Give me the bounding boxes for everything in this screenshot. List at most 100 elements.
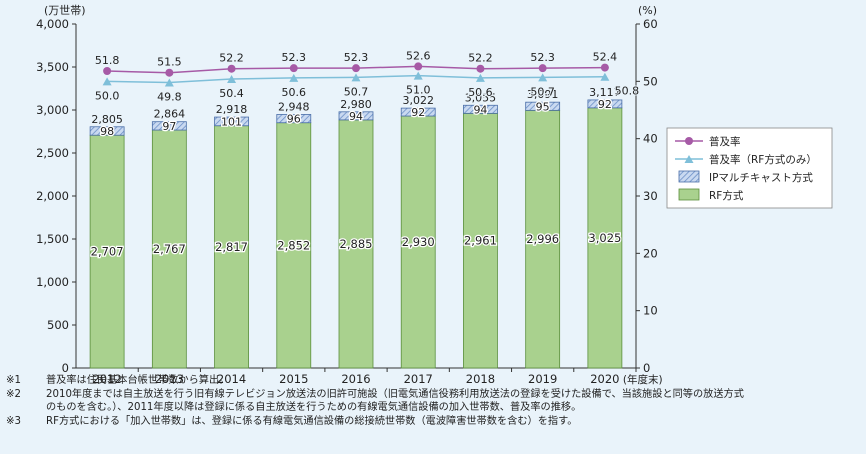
penetration-rate-label: 52.6 [406,49,431,62]
point-penetration-rate-rf [351,73,361,82]
bar-ip-multicast [89,126,125,136]
y-right-tick-label: 20 [643,246,658,260]
footnotes: ※1 普及率は住民基本台帳世帯数から算出。 ※2 2010年度までは自主放送を行う旧… [6,374,864,428]
bar-rf-method [89,134,125,369]
y-left-tick-label: 1,000 [36,275,69,289]
ip-value-label: 101 [221,115,242,128]
footnote-2-continued: のものを含む。）、2011年度以降は登録に係る自主放送を行うための有線電気通信設… [46,402,582,414]
penetration-rate-label: 52.4 [593,51,618,64]
x-tick-label: 2016 [341,372,370,386]
footnote-3: ※3 RF方式における「加入世帯数」は、登録に係る有線電気通信設備の総接続世帯数（… [6,415,578,427]
footnote-1: ※1 普及率は住民基本台帳世帯数から算出。 [6,375,230,386]
bar-rf-method [525,109,561,369]
ip-value-label: 94 [349,110,363,123]
point-penetration-rate-rf [475,73,485,82]
penetration-rate-rf-label: 50.4 [219,87,244,100]
point-penetration-rate [414,62,423,71]
rf-value-label: 2,930 [402,235,435,249]
x-tick-label: 2014 [217,372,246,386]
y-left-tick-label: 2,000 [36,189,69,203]
point-penetration-rate [227,64,236,73]
point-penetration-rate-rf [413,71,423,80]
y-left-unit: (万世帯) [44,4,86,17]
bar-ip-multicast [276,114,312,124]
point-penetration-rate [165,68,174,77]
point-penetration-rate-rf [538,73,548,82]
penetration-rate-rf-label: 50.6 [468,86,493,99]
point-penetration-rate-rf [227,75,237,84]
rf-value-label: 3,025 [588,231,621,245]
penetration-rate-rf-label: 49.8 [157,90,182,103]
bar-rf-method [151,129,187,369]
point-penetration-rate-rf [164,78,174,87]
point-penetration-rate-rf [289,73,299,82]
x-tick-label: 2019 [528,372,557,386]
point-penetration-rate [289,64,298,73]
ip-value-label: 97 [162,120,176,133]
rf-value-label: 2,817 [215,240,248,254]
bar-ip-multicast [525,101,561,111]
legend-label: 普及率 [709,135,741,148]
y-left-tick-label: 3,500 [36,60,69,74]
x-tick-label: 2013 [155,372,184,386]
total-value-label: 2,948 [278,100,310,113]
total-value-label: 2,864 [154,108,186,121]
rf-value-label: 2,961 [464,234,497,248]
point-penetration-rate [103,67,112,76]
cable-tv-subscriber-chart: 0 500 1,000 1,500 2,000 2,500 3,000 3,500 4,000 0… [36,4,833,386]
point-penetration-rate [538,64,547,73]
ip-value-label: 92 [598,98,612,111]
x-tick-label: 2020 [590,372,619,386]
y-left-tick-label: 500 [47,318,69,332]
y-right-tick-label: 30 [643,189,658,203]
point-penetration-rate-rf [600,72,610,81]
penetration-rate-label: 52.3 [530,51,555,64]
bar-rf-method [214,125,249,369]
rf-value-label: 2,767 [153,242,186,256]
y-right-tick-label: 60 [643,17,658,31]
penetration-rate-rf-label: 50.8 [615,85,640,98]
penetration-rate-rf-label: 51.0 [406,84,431,97]
penetration-rate-label: 51.8 [95,54,120,67]
total-value-label: 3,117 [589,86,621,99]
total-value-label: 3,022 [402,94,434,107]
bar-ip-multicast [463,104,498,114]
y-right-unit: (%) [638,4,657,17]
penetration-rate-label: 51.5 [157,56,182,69]
penetration-rate-rf-label: 50.7 [530,85,555,98]
x-axis-suffix: (年度末) [623,373,663,386]
point-penetration-rate-rf [102,77,112,86]
bar-rf-method [463,112,498,369]
rf-value-label: 2,885 [340,237,373,251]
bar-ip-multicast [214,116,249,127]
legend-marker-circle [685,137,693,145]
legend-marker-triangle [684,155,694,163]
total-value-label: 2,918 [216,103,248,116]
y-right-tick-label: 0 [643,361,650,375]
footnote-2: ※2 2010年度までは自主放送を行う旧有線テレビジョン放送法の旧許可施設（旧電気… [6,388,744,400]
rf-value-label: 2,996 [526,232,559,246]
bar-ip-multicast [400,107,436,117]
ip-value-label: 98 [100,125,114,138]
x-tick-label: 2015 [279,372,308,386]
penetration-rate-label: 52.3 [344,51,369,64]
penetration-rate-rf-label: 50.6 [282,86,307,99]
point-penetration-rate [600,63,609,72]
total-value-label: 3,055 [465,91,497,104]
total-value-label: 3,091 [527,88,559,101]
y-right-tick-label: 40 [643,132,658,146]
point-penetration-rate [352,64,360,73]
x-tick-label: 2017 [404,372,433,386]
legend-swatch-ip-multicast [678,170,700,183]
total-value-label: 2,805 [91,113,123,126]
ip-value-label: 94 [473,103,487,116]
penetration-rate-label: 52.2 [219,52,244,65]
y-left-tick-label: 3,000 [36,103,69,117]
y-left-tick-label: 4,000 [36,17,69,31]
penetration-rate-label: 52.2 [468,52,493,65]
bar-rf-method [276,122,312,369]
x-tick-label: 2018 [466,372,495,386]
y-left-tick-label: 2,500 [36,146,69,160]
bar-ip-multicast [587,99,623,109]
